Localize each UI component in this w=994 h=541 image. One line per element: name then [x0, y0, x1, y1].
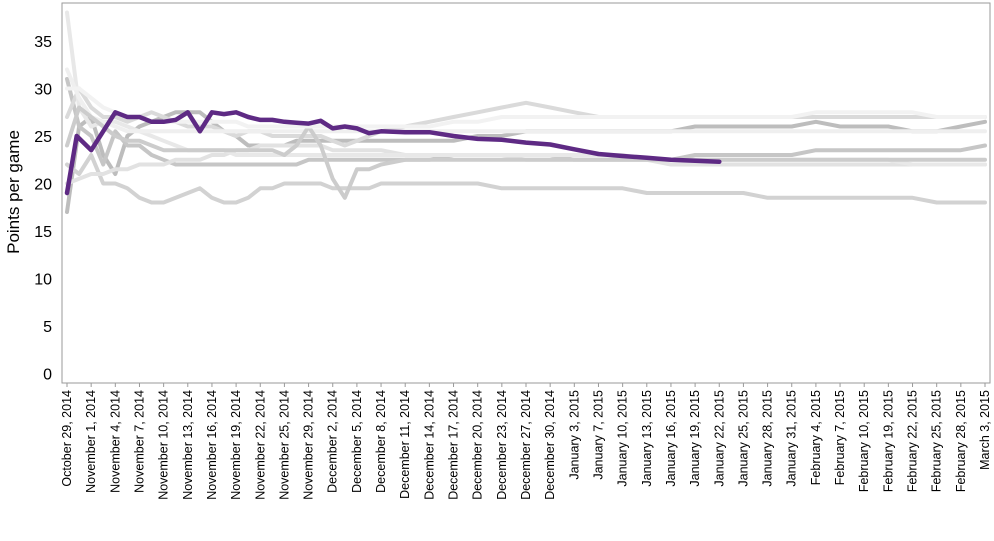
x-tick-label: January 31, 2015	[785, 390, 799, 487]
x-tick-label: February 4, 2015	[809, 390, 823, 485]
x-axis-ticks: October 29, 2014 November 1, 2014 November…	[60, 383, 992, 500]
x-tick-label: November 4, 2014	[108, 390, 122, 493]
series-line-5	[65, 143, 987, 186]
plot-frame	[61, 2, 991, 384]
y-tick-label: 25	[34, 129, 52, 146]
x-tick-label: December 27, 2014	[519, 390, 533, 500]
series-line-1	[65, 110, 987, 214]
y-tick-label: 5	[43, 319, 52, 336]
x-tick-label: November 29, 2014	[302, 390, 316, 500]
x-tick-label: January 7, 2015	[592, 390, 606, 480]
x-tick-label: February 28, 2015	[954, 390, 968, 492]
x-tick-label: November 13, 2014	[181, 390, 195, 500]
y-axis-title: Points per game	[4, 130, 23, 254]
x-tick-label: December 20, 2014	[471, 390, 485, 500]
x-tick-label: December 11, 2014	[398, 390, 412, 499]
x-tick-label: January 28, 2015	[761, 390, 775, 487]
x-tick-label: November 7, 2014	[133, 390, 147, 493]
x-tick-label: January 19, 2015	[688, 390, 702, 487]
x-tick-label: January 10, 2015	[616, 390, 630, 487]
x-tick-label: November 1, 2014	[84, 390, 98, 493]
x-tick-label: December 23, 2014	[495, 390, 509, 500]
series-line-3	[65, 153, 987, 205]
y-axis-ticks: 0 5 10 15 20 25 30 35	[34, 34, 52, 384]
x-tick-label: November 19, 2014	[229, 390, 243, 500]
y-tick-label: 10	[34, 272, 52, 289]
y-tick-label: 35	[34, 34, 52, 51]
x-tick-label: January 22, 2015	[712, 390, 726, 487]
x-tick-label: January 16, 2015	[664, 390, 678, 487]
x-tick-label: March 3, 2015	[978, 390, 992, 470]
x-tick-label: November 10, 2014	[157, 390, 171, 500]
plot-area	[61, 2, 991, 384]
series-line-highlighted	[64, 110, 722, 196]
x-tick-label: December 17, 2014	[447, 390, 461, 500]
x-tick-label: December 5, 2014	[350, 390, 364, 493]
x-tick-label: December 8, 2014	[374, 390, 388, 493]
x-tick-label: February 7, 2015	[833, 390, 847, 485]
x-tick-label: February 10, 2015	[857, 390, 871, 492]
x-tick-label: December 2, 2014	[326, 390, 340, 493]
x-tick-label: January 25, 2015	[736, 390, 750, 487]
x-tick-label: February 19, 2015	[881, 390, 895, 492]
y-tick-label: 20	[34, 177, 52, 194]
x-tick-label: November 25, 2014	[277, 390, 291, 500]
series-line-8	[65, 105, 987, 200]
x-tick-label: November 22, 2014	[253, 390, 267, 500]
x-tick-label: January 3, 2015	[567, 390, 581, 480]
y-tick-label: 0	[43, 367, 52, 384]
y-tick-label: 15	[34, 224, 52, 241]
x-tick-label: February 25, 2015	[930, 390, 944, 492]
y-tick-label: 30	[34, 82, 52, 99]
x-tick-label: January 13, 2015	[640, 390, 654, 487]
x-tick-label: December 30, 2014	[543, 390, 557, 500]
x-tick-label: November 16, 2014	[205, 390, 219, 500]
x-tick-label: December 14, 2014	[422, 390, 436, 500]
x-tick-label: February 22, 2015	[906, 390, 920, 492]
x-tick-label: October 29, 2014	[60, 390, 74, 487]
